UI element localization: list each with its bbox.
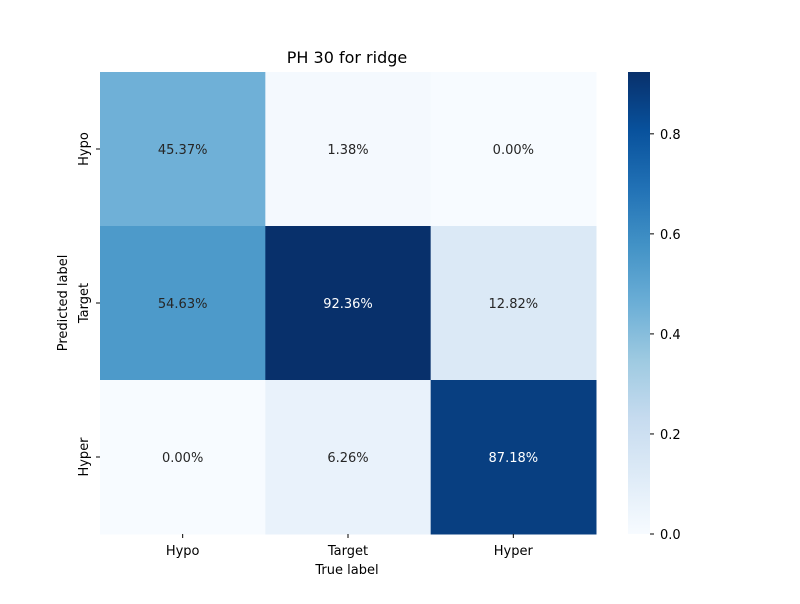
y-tick-label: Target	[77, 283, 92, 324]
cell-value-label: 54.63%	[158, 297, 208, 312]
heatmap-cell	[100, 380, 266, 535]
heatmap-cell	[100, 72, 266, 227]
heatmap-cells: 45.37% 1.38% 0.00% 54.63% 92.36% 12.82% 0.00% 6…	[100, 72, 597, 535]
colorbar-tick-label: 0.2	[660, 428, 681, 443]
colorbar-tick-label: 0.4	[660, 328, 681, 343]
heatmap-cell	[100, 226, 266, 381]
colorbar-ticks: 0.0 0.2 0.4 0.6 0.8	[650, 128, 681, 543]
cell-value-label: 87.18%	[489, 451, 539, 466]
colorbar-tick-label: 0.8	[660, 128, 681, 143]
heatmap-cell	[265, 226, 432, 381]
colorbar: 0.0 0.2 0.4 0.6 0.8	[628, 72, 681, 543]
y-axis-label: Predicted label	[56, 255, 71, 352]
heatmap-cell	[265, 72, 432, 227]
cell-value-label: 12.82%	[489, 297, 539, 312]
x-axis-label: True label	[314, 563, 378, 578]
heatmap-cell	[265, 380, 432, 535]
cell-value-label: 0.00%	[162, 451, 203, 466]
y-tick-label: Hypo	[77, 132, 92, 166]
cell-value-label: 92.36%	[323, 297, 373, 312]
chart-title: PH 30 for ridge	[287, 48, 407, 67]
colorbar-tick-label: 0.0	[660, 528, 681, 543]
cell-value-label: 6.26%	[327, 451, 368, 466]
cell-value-label: 0.00%	[493, 143, 534, 158]
cell-value-label: 45.37%	[158, 143, 208, 158]
x-axis: Hypo Target Hyper	[166, 534, 534, 559]
heatmap-cell	[430, 226, 597, 381]
heatmap-cell	[430, 380, 597, 535]
colorbar-gradient	[628, 72, 650, 534]
y-axis: Hypo Target Hyper	[77, 132, 100, 477]
cell-value-label: 1.38%	[327, 143, 368, 158]
x-tick-label: Target	[327, 544, 368, 559]
x-tick-label: Hyper	[494, 544, 534, 559]
x-tick-label: Hypo	[166, 544, 200, 559]
heatmap-cell	[430, 72, 597, 227]
y-tick-label: Hyper	[77, 437, 92, 477]
colorbar-tick-label: 0.6	[660, 228, 681, 243]
